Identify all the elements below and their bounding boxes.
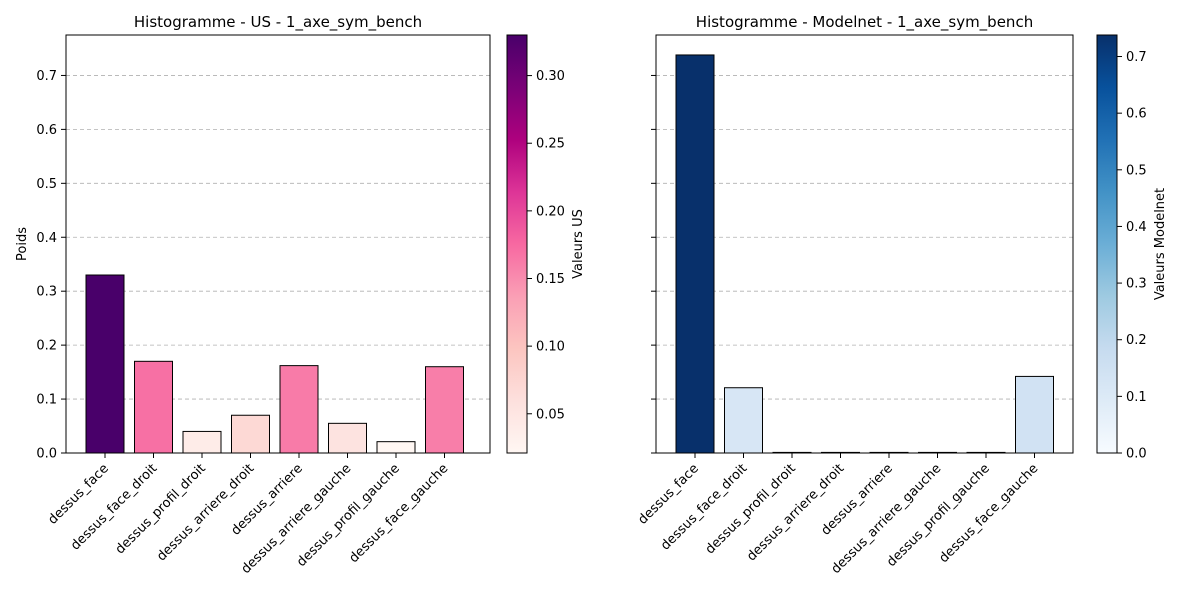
- y-tick-label: 0.3: [36, 285, 57, 300]
- bar-dessus-arriere-gauche: [328, 422, 367, 454]
- colorbar-label: Valeurs Modelnet: [1153, 188, 1168, 300]
- colorbar-tick-label: 0.05: [536, 407, 565, 422]
- colorbar-tick-label: 0.3: [1126, 277, 1147, 292]
- y-tick-label: 0.6: [36, 123, 57, 138]
- colorbar-tick-label: 0.10: [536, 340, 565, 355]
- colorbar-tick-label: 0.7: [1126, 50, 1147, 65]
- bar-dessus-face-droit: [724, 387, 763, 454]
- x-tick-label: dessus_face_droit: [68, 461, 160, 553]
- colorbar-gradient: [506, 34, 528, 454]
- colorbar-gradient: [1096, 34, 1118, 454]
- colorbar-tick-label: 0.4: [1126, 220, 1147, 235]
- y-tick-label: 0.5: [36, 177, 57, 192]
- x-tick-label: dessus_profil_droit: [703, 461, 799, 557]
- colorbar-tick-label: 0.0: [1126, 447, 1147, 462]
- y-tick-label: 0.4: [36, 231, 57, 246]
- x-tick-label: dessus_profil_droit: [113, 461, 209, 557]
- colorbar-tick-label: 0.20: [536, 204, 565, 219]
- y-tick-label: 0.2: [36, 339, 57, 354]
- x-tick-label: dessus_arriere_droit: [744, 461, 847, 564]
- colorbar-tick-label: 0.25: [536, 137, 565, 152]
- bar-dessus-profil-gauche: [376, 441, 416, 454]
- colorbar-tick-label: 0.6: [1126, 107, 1147, 122]
- bar-dessus-arriere: [279, 365, 319, 454]
- plot-frame: [65, 34, 491, 454]
- y-tick-label: 0.1: [36, 393, 57, 408]
- y-tick-label: 0.7: [36, 69, 57, 84]
- chart-us: 0.00.10.20.30.40.50.60.7dessus_facedessu…: [15, 13, 586, 577]
- bar-dessus-face-gauche: [425, 366, 464, 454]
- colorbar-tick-label: 0.30: [536, 69, 565, 84]
- colorbar: 0.05 0.10 0.15 0.20 0.25 0.30 Valeurs US: [506, 34, 586, 454]
- colorbar-label: Valeurs US: [571, 209, 586, 279]
- chart-title: Histogramme - Modelnet - 1_axe_sym_bench: [696, 13, 1033, 32]
- bar-dessus-face: [85, 274, 125, 454]
- colorbar-tick-label: 0.15: [536, 272, 565, 287]
- x-tick-label: dessus_face_gauche: [346, 461, 451, 566]
- bar-dessus-face: [675, 54, 715, 454]
- x-tick-label: dessus_face_gauche: [936, 461, 1041, 566]
- colorbar-tick-label: 0.1: [1126, 390, 1147, 405]
- y-axis-label: Poids: [15, 227, 30, 261]
- x-tick-label: dessus_face_droit: [658, 461, 750, 553]
- colorbar-tick-label: 0.2: [1126, 333, 1147, 348]
- colorbar: 0.0 0.1 0.2 0.3 0.4 0.5 0.6 0.7 Valeurs Modelnet: [1096, 34, 1168, 462]
- bar-dessus-face-gauche: [1015, 375, 1054, 454]
- plot-frame: [655, 34, 1074, 454]
- chart-modelnet: dessus_facedessus_face_droitdessus_profi…: [635, 13, 1168, 577]
- chart-title: Histogramme - US - 1_axe_sym_bench: [134, 13, 422, 32]
- colorbar-tick-label: 0.5: [1126, 163, 1147, 178]
- bar-dessus-arriere-droit: [231, 414, 270, 454]
- bar-dessus-face-droit: [134, 360, 173, 454]
- y-tick-label: 0.0: [36, 447, 57, 462]
- bar-dessus-profil-droit: [182, 430, 222, 454]
- x-tick-label: dessus_arriere_droit: [154, 461, 257, 564]
